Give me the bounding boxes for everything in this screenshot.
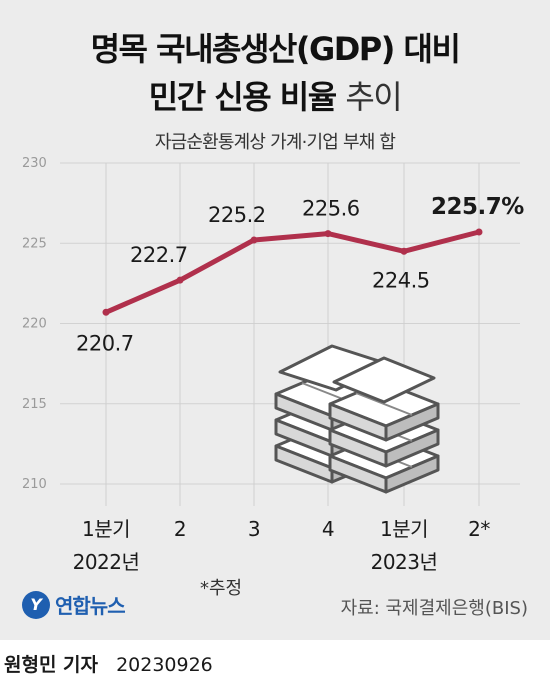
chart-title-bold: 민간 신용 비율 — [148, 78, 337, 116]
bill-bundle — [328, 380, 440, 442]
y-tick-label: 215 — [22, 397, 47, 412]
chart-title-line2: 민간 신용 비율 추이 — [0, 72, 550, 118]
data-labels: 220.7 222.7 225.2 225.6 224.5 225.7% — [76, 194, 525, 355]
x-tick-label: 1분기 — [380, 517, 428, 541]
y-tick-label: 230 — [22, 156, 47, 171]
byline: 원형민 기자 20230926 — [4, 650, 213, 677]
line-chart: 210 215 220 225 230 220.7 222.7 225.2 225.6 224.… — [22, 156, 525, 574]
estimate-note: *추정 — [200, 578, 243, 599]
x-tick-label: 2022년 — [73, 550, 140, 574]
data-point — [250, 236, 258, 244]
byline-date: 20230926 — [116, 654, 213, 676]
data-label: 224.5 — [372, 268, 430, 292]
data-label: 225.6 — [302, 197, 360, 221]
y-tick-label: 225 — [22, 236, 47, 251]
data-label: 220.7 — [76, 331, 134, 355]
logo-text: 연합뉴스 — [55, 594, 126, 618]
bill-top — [278, 344, 436, 404]
money-stack-icon — [274, 344, 440, 494]
data-point — [176, 276, 184, 284]
y-axis: 210 215 220 225 230 — [22, 156, 47, 492]
chart-card: 명목 국내총생산(GDP) 대비 민간 신용 비율 추이 자금순환통계상 가계·… — [0, 0, 550, 640]
x-tick-label: 4 — [322, 517, 334, 541]
data-point — [102, 308, 110, 316]
byline-reporter: 원형민 기자 — [4, 654, 99, 676]
yonhap-logo: Y 연합뉴스 — [22, 590, 126, 619]
source-text: 자료: 국제결제은행(BIS) — [340, 598, 528, 619]
x-tick-label: 3 — [248, 517, 260, 541]
data-point — [324, 230, 332, 238]
data-label: 225.7% — [431, 194, 524, 220]
y-tick-label: 210 — [22, 477, 47, 492]
x-tick-label: 1분기 — [82, 517, 130, 541]
series-line — [102, 228, 483, 316]
data-point — [475, 228, 483, 236]
x-tick-label: 2 — [174, 517, 186, 541]
y-tick-label: 220 — [22, 317, 47, 332]
chart-title-line1: 명목 국내총생산(GDP) 대비 — [90, 30, 461, 68]
series-polyline — [103, 229, 482, 315]
data-point — [400, 247, 408, 255]
chart-subtitle: 자금순환통계상 가계·기업 부채 합 — [154, 132, 396, 153]
x-tick-label: 2023년 — [371, 550, 438, 574]
chart-grid — [60, 162, 520, 506]
data-label: 222.7 — [130, 243, 188, 267]
x-tick-label: 2* — [468, 517, 490, 541]
logo-mark-icon: Y — [22, 590, 50, 619]
x-axis: 1분기 2022년 2 3 4 1분기 2023년 2* — [73, 517, 491, 574]
chart-title-light: 추이 — [345, 78, 402, 116]
data-label: 225.2 — [208, 203, 266, 227]
